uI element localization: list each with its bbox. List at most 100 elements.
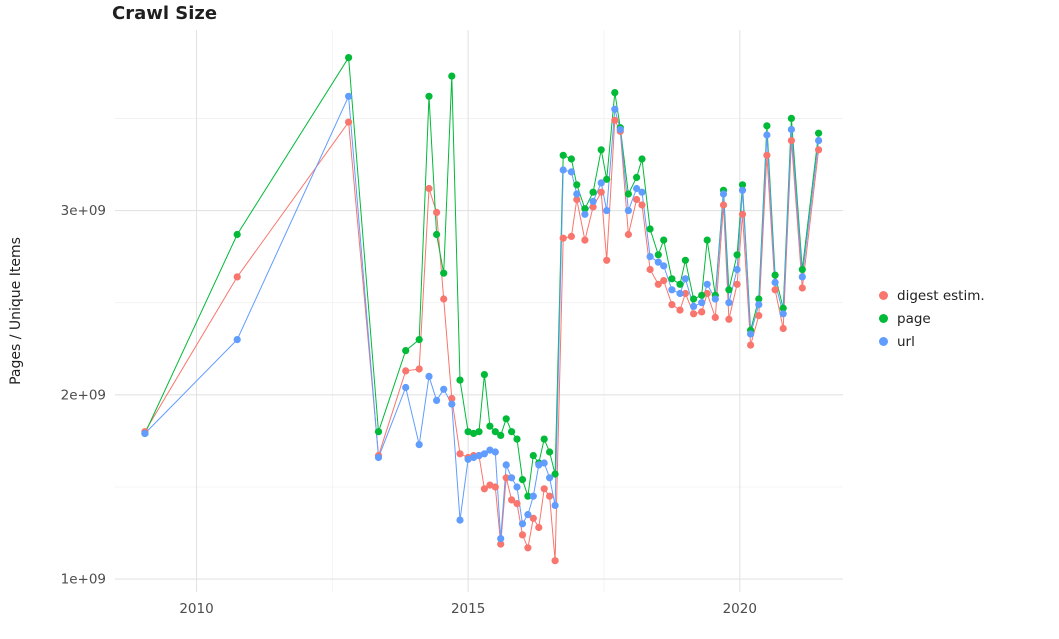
data-point-page (633, 173, 641, 181)
data-point-digest-estim (502, 474, 510, 482)
data-point-digest-estim (690, 310, 698, 318)
data-point-url (440, 385, 448, 393)
data-point-digest-estim (611, 116, 619, 124)
data-point-digest-estim (681, 289, 690, 298)
data-point-page (698, 291, 706, 299)
data-point-url (425, 372, 433, 380)
y-tick-label: 2e+09 (61, 387, 106, 403)
data-point-digest-estim (755, 312, 763, 320)
data-point-digest-estim (551, 557, 559, 565)
legend-dot-url-icon (879, 337, 888, 346)
data-point-url (402, 383, 410, 392)
data-point-url (711, 295, 719, 303)
data-point-page (763, 122, 771, 130)
series-line-page (144, 56, 820, 497)
series-line-url (144, 94, 820, 539)
y-axis-title: Pages / Unique Items (8, 237, 24, 385)
data-point-digest-estim (540, 485, 548, 493)
data-point-page (581, 205, 589, 213)
data-point-url (703, 280, 711, 288)
x-tick-label: 2015 (451, 601, 485, 617)
data-point-digest-estim (508, 496, 516, 504)
data-point-url (540, 459, 548, 467)
data-point-digest-estim (581, 236, 589, 244)
data-point-url (448, 400, 456, 408)
data-point-page (464, 428, 472, 436)
data-point-url (616, 125, 624, 134)
x-tick-label: 2020 (723, 601, 757, 617)
data-point-url (464, 455, 472, 463)
data-point-url (374, 453, 383, 462)
data-point-page (546, 448, 554, 456)
data-point-page (681, 256, 690, 264)
data-point-url (597, 179, 605, 187)
x-tick-label: 2010 (179, 601, 213, 617)
data-point-page (486, 422, 494, 430)
data-point-page (433, 230, 441, 239)
data-point-digest-estim (518, 531, 527, 539)
data-point-digest-estim (573, 195, 581, 204)
data-point-page (787, 114, 796, 122)
data-point-page (502, 415, 510, 423)
data-point-page (513, 435, 521, 443)
data-point-url (559, 166, 567, 174)
data-point-url (497, 535, 505, 543)
data-point-page (233, 230, 241, 239)
data-point-page (345, 54, 353, 62)
data-point-page (638, 155, 646, 163)
data-point-url (779, 310, 787, 318)
data-point-page (402, 347, 410, 355)
data-point-url (624, 207, 633, 215)
data-point-digest-estim (771, 286, 779, 294)
data-point-url (433, 396, 441, 404)
data-point-url (747, 330, 755, 338)
data-point-url (738, 186, 747, 194)
data-point-digest-estim (633, 195, 641, 204)
data-point-page (733, 251, 741, 259)
data-point-page (738, 181, 747, 189)
data-point-digest-estim (733, 280, 741, 288)
data-point-page (567, 155, 576, 163)
data-point-page (611, 89, 619, 97)
data-point-digest-estim (597, 188, 605, 196)
data-point-url (581, 210, 589, 218)
data-point-url (415, 441, 423, 449)
data-point-digest-estim (787, 137, 796, 145)
data-point-url (233, 336, 241, 344)
data-point-digest-estim (798, 284, 806, 292)
data-point-digest-estim (480, 485, 488, 493)
data-point-digest-estim (589, 203, 597, 211)
data-point-url (733, 265, 741, 274)
data-point-url (502, 461, 510, 469)
data-point-digest-estim (345, 118, 353, 126)
data-point-digest-estim (567, 232, 576, 240)
data-point-url (573, 190, 581, 198)
data-point-url (535, 461, 543, 469)
data-point-page (551, 470, 559, 478)
data-point-url (551, 501, 559, 509)
data-point-page (771, 271, 779, 279)
data-point-page (518, 476, 527, 484)
series-line-digest-estim (144, 118, 820, 561)
data-point-digest-estim (668, 301, 676, 309)
data-point-url (633, 184, 641, 193)
data-point-url (589, 197, 597, 205)
data-point-page (815, 129, 823, 137)
data-point-page (690, 295, 698, 303)
data-point-page (725, 286, 733, 294)
data-point-url (508, 474, 516, 482)
data-point-digest-estim (425, 184, 433, 193)
data-point-url (755, 301, 763, 309)
data-point-url (456, 516, 464, 524)
data-point-digest-estim (233, 273, 241, 281)
data-point-page (540, 435, 548, 443)
data-point-digest-estim (698, 308, 706, 316)
data-point-digest-estim (456, 450, 464, 458)
data-point-url (698, 299, 706, 307)
data-point-digest-estim (815, 146, 823, 154)
data-point-digest-estim (703, 289, 711, 298)
data-point-digest-estim (402, 367, 410, 375)
data-point-page (440, 269, 448, 277)
data-point-url (638, 188, 646, 196)
